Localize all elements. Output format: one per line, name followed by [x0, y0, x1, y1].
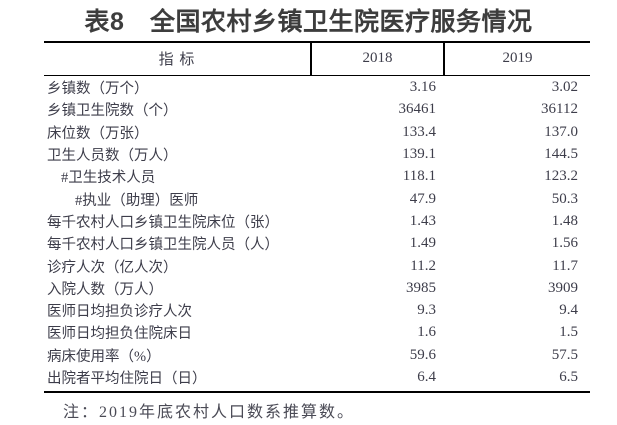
table-row: 医师日均担负住院床日 1.6 1.5	[44, 322, 590, 344]
table-row: #执业（助理）医师 47.9 50.3	[44, 188, 590, 210]
stats-table: 指 标 2018 2019 乡镇数（万个） 3.16 3.02 乡镇卫生院数（个…	[44, 41, 590, 393]
row-value-2018: 133.4	[402, 123, 436, 140]
table-row: 入院人数（万人） 3985 3909	[44, 277, 590, 299]
table-row: 乡镇卫生院数（个） 36461 36112	[44, 99, 590, 121]
row-value-2018: 11.2	[410, 257, 436, 274]
row-label: 乡镇卫生院数（个）	[47, 103, 178, 120]
row-value-2018: 1.6	[417, 324, 436, 341]
row-value-2018: 9.3	[417, 302, 436, 319]
page-title: 表8 全国农村乡镇卫生院医疗服务情况	[84, 8, 533, 36]
row-label: 医师日均担负诊疗人次	[47, 304, 192, 321]
table-row: 每千农村人口乡镇卫生院床位（张） 1.43 1.48	[44, 210, 590, 232]
row-value-2018: 3985	[406, 279, 436, 296]
table-row: 出院者平均住院日（日） 6.4 6.5	[44, 366, 590, 388]
table-row: 每千农村人口乡镇卫生院人员（人） 1.49 1.56	[44, 233, 590, 255]
row-value-2019: 9.4	[559, 302, 578, 319]
row-value-2018: 1.49	[409, 235, 436, 252]
row-label: 每千农村人口乡镇卫生院人员（人）	[47, 237, 279, 254]
row-label: 床位数（万张）	[47, 125, 149, 142]
row-label: 出院者平均住院日（日）	[47, 371, 207, 387]
row-value-2019: 57.5	[551, 346, 578, 363]
table-row: #卫生技术人员 118.1 123.2	[44, 166, 590, 188]
row-label: 乡镇数（万个）	[47, 81, 149, 98]
row-value-2019: 3909	[548, 279, 578, 296]
row-value-2019: 6.5	[559, 369, 578, 385]
header-col-2018: 2018	[310, 43, 443, 75]
row-value-2018: 47.9	[409, 190, 436, 207]
row-value-2019: 50.3	[551, 190, 578, 207]
table-row: 卫生人员数（万人） 139.1 144.5	[44, 143, 590, 165]
row-value-2019: 137.0	[544, 123, 578, 140]
row-value-2018: 3.16	[409, 79, 436, 96]
table-row: 病床使用率（%） 59.6 57.5	[44, 344, 590, 366]
row-value-2019: 36112	[541, 101, 578, 118]
row-value-2018: 36461	[398, 101, 437, 118]
row-label: 医师日均担负住院床日	[47, 326, 192, 343]
row-value-2018: 1.43	[409, 212, 436, 229]
row-value-2019: 1.48	[551, 212, 578, 229]
table-row: 乡镇数（万个） 3.16 3.02	[44, 77, 590, 99]
row-value-2018: 59.6	[409, 346, 436, 363]
row-value-2018: 118.1	[402, 168, 436, 185]
row-label: 诊疗人次（亿人次）	[47, 259, 178, 276]
table-row: 床位数（万张） 133.4 137.0	[44, 121, 590, 143]
row-value-2018: 139.1	[402, 146, 436, 163]
row-label: 入院人数（万人）	[47, 281, 163, 298]
row-value-2019: 3.02	[551, 79, 578, 96]
row-value-2019: 1.5	[559, 324, 578, 341]
row-label: #卫生技术人员	[61, 170, 156, 187]
row-value-2019: 1.56	[551, 235, 578, 252]
table-row: 诊疗人次（亿人次） 11.2 11.7	[44, 255, 590, 277]
row-value-2018: 6.4	[417, 369, 436, 385]
row-value-2019: 11.7	[552, 257, 578, 274]
table-note: 注：2019年底农村人口数系推算数。	[63, 404, 356, 421]
row-label: 病床使用率（%）	[47, 348, 161, 365]
table-body: 乡镇数（万个） 3.16 3.02 乡镇卫生院数（个） 36461 36112 …	[44, 76, 590, 393]
header-col-indicator: 指 标	[158, 52, 196, 69]
table-row: 医师日均担负诊疗人次 9.3 9.4	[44, 299, 590, 321]
header-col-2019: 2019	[443, 43, 590, 75]
row-label: 每千农村人口乡镇卫生院床位（张）	[47, 214, 279, 231]
row-value-2019: 144.5	[544, 146, 578, 163]
row-label: #执业（助理）医师	[75, 192, 199, 209]
row-value-2019: 123.2	[544, 168, 578, 185]
row-label: 卫生人员数（万人）	[47, 148, 178, 165]
table-header: 指 标 2018 2019	[44, 41, 590, 76]
